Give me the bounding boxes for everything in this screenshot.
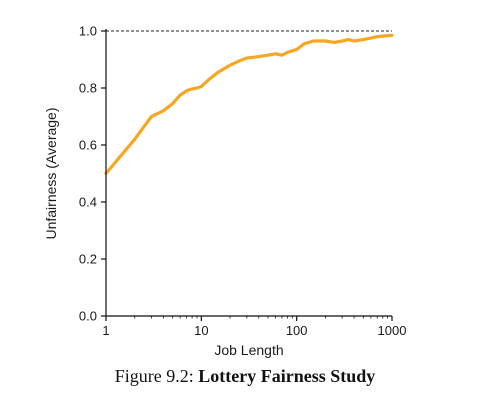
- y-axis-title: Unfairness (Average): [43, 107, 59, 239]
- series-line-0: [104, 33, 394, 176]
- x-axis-title: Job Length: [214, 342, 283, 358]
- x-tick-label: 10: [194, 323, 208, 338]
- figure-number: Figure 9.2:: [114, 366, 194, 386]
- y-tick-label: 0.0: [79, 309, 97, 324]
- figure-caption: Figure 9.2: Lottery Fairness Study: [0, 366, 490, 387]
- y-tick-label: 0.4: [79, 195, 97, 210]
- x-tick-label: 1: [102, 323, 109, 338]
- x-tick-label: 1000: [378, 323, 407, 338]
- y-tick-label: 1.0: [79, 24, 97, 39]
- y-tick-label: 0.8: [79, 81, 97, 96]
- tick-labels: 0.0 0.2 0.4 0.6 0.8 1.0 1 10 100 1000: [79, 24, 407, 339]
- lottery-fairness-chart: 0.00.20.40.60.81.01 10 100 1000 Job Length …: [43, 24, 407, 359]
- tick-marks: [101, 30, 393, 321]
- figure-title: Lottery Fairness Study: [198, 366, 376, 386]
- plot-area: [104, 30, 394, 176]
- y-tick-label: 0.6: [79, 138, 97, 153]
- x-tick-label: 100: [286, 323, 308, 338]
- y-tick-label: 0.2: [79, 252, 97, 267]
- axes: [105, 29, 392, 317]
